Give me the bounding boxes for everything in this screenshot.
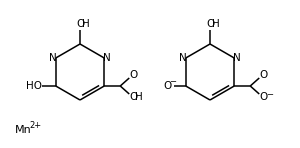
Text: O: O (259, 70, 267, 80)
Text: O: O (129, 70, 137, 80)
Text: H: H (212, 19, 220, 29)
Text: H: H (82, 19, 90, 29)
Text: O: O (129, 92, 137, 102)
Text: O: O (206, 19, 214, 29)
Text: N: N (49, 53, 57, 63)
Text: O: O (164, 81, 172, 91)
Text: N: N (103, 53, 111, 63)
Text: −: − (169, 78, 176, 86)
Text: HO: HO (26, 81, 42, 91)
Text: O: O (259, 92, 267, 102)
Text: 2+: 2+ (29, 122, 41, 131)
Text: N: N (233, 53, 241, 63)
Text: O: O (76, 19, 84, 29)
Text: N: N (179, 53, 187, 63)
Text: −: − (266, 90, 273, 99)
Text: Mn: Mn (15, 125, 32, 135)
Text: H: H (135, 92, 143, 102)
